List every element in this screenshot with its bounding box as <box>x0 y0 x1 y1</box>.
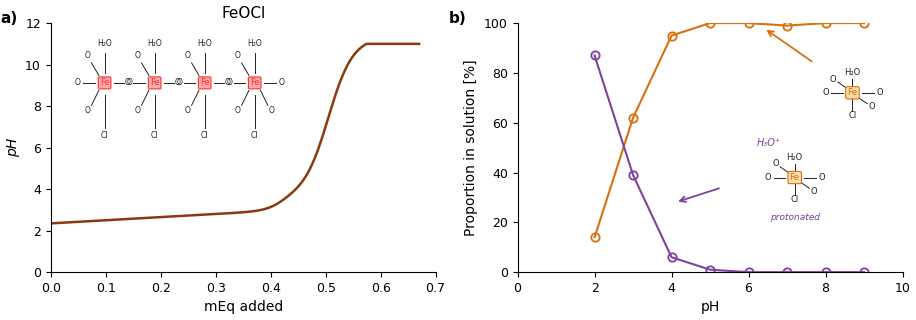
Text: O: O <box>278 78 285 87</box>
Text: O: O <box>234 106 240 115</box>
Text: O: O <box>175 78 180 87</box>
Text: O: O <box>811 187 817 196</box>
Text: Fe: Fe <box>200 78 210 87</box>
Y-axis label: pH: pH <box>5 138 19 157</box>
Text: O: O <box>126 78 133 87</box>
Text: Cl: Cl <box>251 131 258 140</box>
Text: Fe: Fe <box>150 78 159 87</box>
Text: O: O <box>224 78 231 87</box>
Text: O: O <box>184 106 191 115</box>
Text: Fe: Fe <box>100 78 109 87</box>
Text: O: O <box>234 51 240 60</box>
Text: Cl: Cl <box>151 131 158 140</box>
X-axis label: mEq added: mEq added <box>203 300 283 315</box>
Text: Fe: Fe <box>250 78 259 87</box>
Text: H₂O: H₂O <box>147 38 162 48</box>
Text: O: O <box>868 102 875 111</box>
Text: H₂O: H₂O <box>197 38 212 48</box>
Text: H₂O: H₂O <box>787 153 802 162</box>
Text: O: O <box>125 78 131 87</box>
X-axis label: pH: pH <box>701 300 720 315</box>
Text: O: O <box>184 51 191 60</box>
Text: O: O <box>177 78 182 87</box>
Text: O: O <box>135 51 140 60</box>
Text: Cl: Cl <box>848 111 856 120</box>
Text: Cl: Cl <box>791 196 799 204</box>
Text: H₂O: H₂O <box>845 68 861 77</box>
Text: b): b) <box>448 11 466 26</box>
Text: H₃O⁺: H₃O⁺ <box>757 138 780 148</box>
Title: FeOCl: FeOCl <box>221 5 266 20</box>
Text: O: O <box>269 106 275 115</box>
Text: O: O <box>823 88 829 97</box>
Text: O: O <box>765 173 771 182</box>
Text: protonated: protonated <box>769 213 820 222</box>
Text: Cl: Cl <box>101 131 108 140</box>
Text: O: O <box>227 78 233 87</box>
Y-axis label: Proportion in solution [%]: Proportion in solution [%] <box>464 59 478 236</box>
Text: O: O <box>75 78 81 87</box>
Text: H₂O: H₂O <box>97 38 112 48</box>
Text: O: O <box>830 75 836 84</box>
Text: Cl: Cl <box>201 131 209 140</box>
Text: O: O <box>84 51 90 60</box>
Text: O: O <box>876 88 883 97</box>
Text: O: O <box>135 106 140 115</box>
Text: Fe: Fe <box>790 173 800 182</box>
Text: O: O <box>772 159 779 168</box>
Text: H₂O: H₂O <box>247 38 262 48</box>
Text: Fe: Fe <box>847 88 857 97</box>
Text: a): a) <box>1 11 18 26</box>
Text: O: O <box>818 173 825 182</box>
Text: O: O <box>84 106 90 115</box>
